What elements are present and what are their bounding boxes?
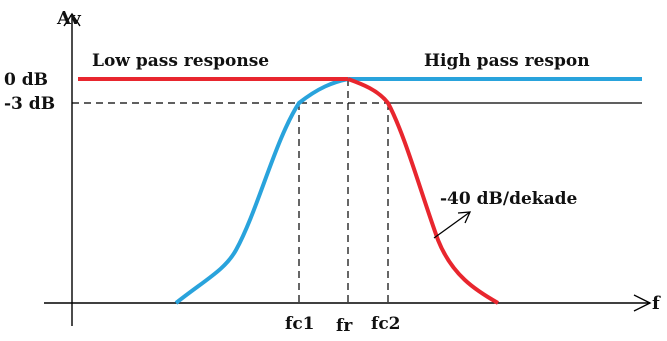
tick-fc2: fc2 [371,314,401,334]
low-pass-falling-curve [347,77,499,305]
slope-pointer-line [433,211,471,239]
x-axis-label: f [652,293,661,314]
tick-fc1: fc1 [285,314,315,334]
y-axis-label: Av [56,8,81,29]
low-pass-label: Low pass response [92,51,269,71]
y-axis-arrow-icon [63,12,81,27]
tick-minus3db: -3 dB [4,94,55,114]
slope-pointer-arrow-icon [457,211,472,224]
x-axis-arrow-icon [633,294,652,312]
slope-label: -40 dB/dekade [440,189,577,209]
high-pass-label: High pass respon [424,51,590,71]
tick-0db: 0 dB [4,70,48,90]
high-pass-rising-curve [174,77,349,305]
tick-fr: fr [336,316,353,336]
